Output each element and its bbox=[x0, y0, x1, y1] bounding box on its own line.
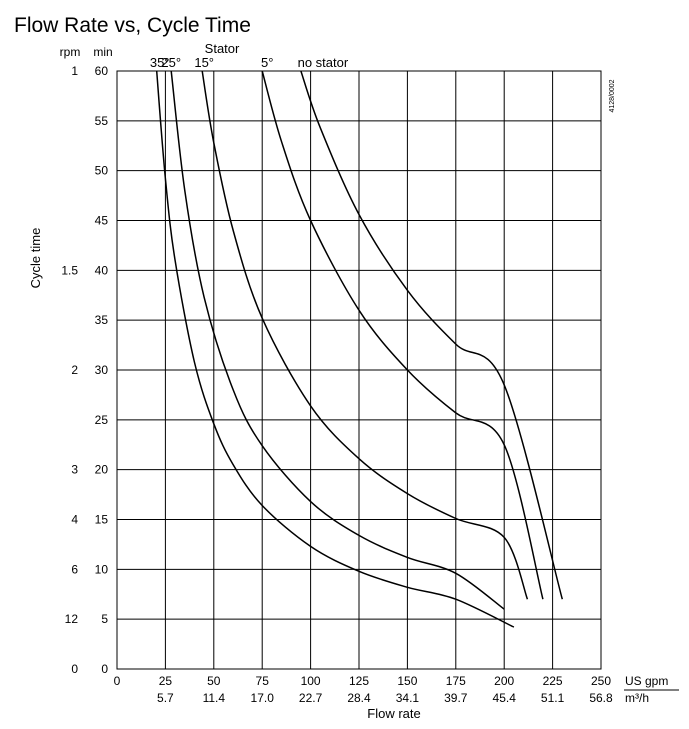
x-tick-labels: 0 25 50 75 100 125 150 175 200 225 250 bbox=[114, 674, 612, 688]
x-secondary-tick-label: 51.1 bbox=[541, 691, 565, 705]
y-unit-rpm: rpm bbox=[60, 45, 81, 59]
series-line bbox=[170, 70, 505, 610]
x-tick-label: 100 bbox=[301, 674, 321, 688]
series-label: 35° bbox=[150, 55, 170, 70]
y-axis-label: Cycle time bbox=[28, 228, 43, 289]
rpm-tick-label: 1 bbox=[71, 64, 78, 78]
y-tick-label: 50 bbox=[95, 164, 109, 178]
x-secondary-tick-label: 39.7 bbox=[444, 691, 468, 705]
x-tick-label: 225 bbox=[543, 674, 563, 688]
y-tick-label: 25 bbox=[95, 413, 109, 427]
rpm-tick-labels: 1 1.5 2 3 4 6 12 0 bbox=[61, 64, 78, 676]
y-tick-label: 35 bbox=[95, 313, 109, 327]
series-line bbox=[300, 70, 564, 600]
x-secondary-tick-label: 17.0 bbox=[251, 691, 275, 705]
x-secondary-tick-label: 11.4 bbox=[203, 691, 226, 705]
grid bbox=[117, 71, 601, 669]
x-tick-label: 25 bbox=[159, 674, 173, 688]
x-tick-label: 0 bbox=[114, 674, 121, 688]
y-tick-label: 10 bbox=[95, 562, 109, 576]
x-tick-label: 200 bbox=[494, 674, 514, 688]
y-tick-label: 55 bbox=[95, 114, 109, 128]
x-tick-label: 150 bbox=[397, 674, 417, 688]
x-secondary-tick-label: 5.7 bbox=[157, 691, 174, 705]
series-label: 25° bbox=[161, 55, 181, 70]
y-tick-label: 0 bbox=[101, 662, 108, 676]
x-tick-label: 125 bbox=[349, 674, 369, 688]
x-secondary-tick-label: 45.4 bbox=[493, 691, 517, 705]
x-secondary-tick-label: 34.1 bbox=[396, 691, 420, 705]
y-tick-labels: 0 5 10 15 20 25 30 35 40 45 50 55 60 bbox=[95, 64, 109, 676]
y-tick-label: 20 bbox=[95, 463, 109, 477]
x-secondary-tick-label: 56.8 bbox=[589, 691, 613, 705]
series-line bbox=[201, 70, 529, 600]
y-tick-label: 5 bbox=[101, 612, 108, 626]
x-tick-label: 50 bbox=[207, 674, 221, 688]
series-label: 5° bbox=[261, 55, 273, 70]
x-secondary-tick-label: 22.7 bbox=[299, 691, 323, 705]
rpm-tick-label: 4 bbox=[71, 513, 78, 527]
y-tick-label: 45 bbox=[95, 214, 109, 228]
x-tick-label: 75 bbox=[256, 674, 270, 688]
curves bbox=[155, 70, 564, 628]
series-line bbox=[155, 70, 515, 628]
rpm-tick-label: 1.5 bbox=[61, 263, 78, 277]
y-tick-label: 30 bbox=[95, 363, 109, 377]
series-labels: 35°25° 15° 5° no stator bbox=[150, 55, 349, 70]
series-label: 15° bbox=[194, 55, 214, 70]
rpm-tick-label: 2 bbox=[71, 363, 78, 377]
x-unit-secondary: m³/h bbox=[625, 691, 649, 705]
rpm-tick-label: 0 bbox=[71, 662, 78, 676]
rpm-tick-label: 12 bbox=[65, 612, 79, 626]
x-tick-label: 250 bbox=[591, 674, 611, 688]
x-secondary-tick-labels: 5.7 11.4 17.0 22.7 28.4 34.1 39.7 45.4 51.1 56.8 bbox=[157, 691, 613, 705]
rpm-tick-label: 6 bbox=[71, 562, 78, 576]
series-label: no stator bbox=[298, 55, 349, 70]
x-tick-label: 175 bbox=[446, 674, 466, 688]
y-unit-min: min bbox=[93, 45, 112, 59]
x-unit-primary: US gpm bbox=[625, 674, 668, 688]
series-line bbox=[261, 70, 544, 600]
y-tick-label: 40 bbox=[95, 263, 109, 277]
rpm-tick-label: 3 bbox=[71, 463, 78, 477]
x-axis-label: Flow rate bbox=[367, 706, 420, 721]
x-secondary-tick-label: 28.4 bbox=[347, 691, 371, 705]
y-tick-label: 15 bbox=[95, 513, 109, 527]
legend-title: Stator bbox=[205, 41, 240, 56]
figure-code: 4128/0002 bbox=[609, 79, 616, 112]
y-tick-label: 60 bbox=[95, 64, 109, 78]
chart-title: Flow Rate vs, Cycle Time bbox=[14, 14, 251, 37]
